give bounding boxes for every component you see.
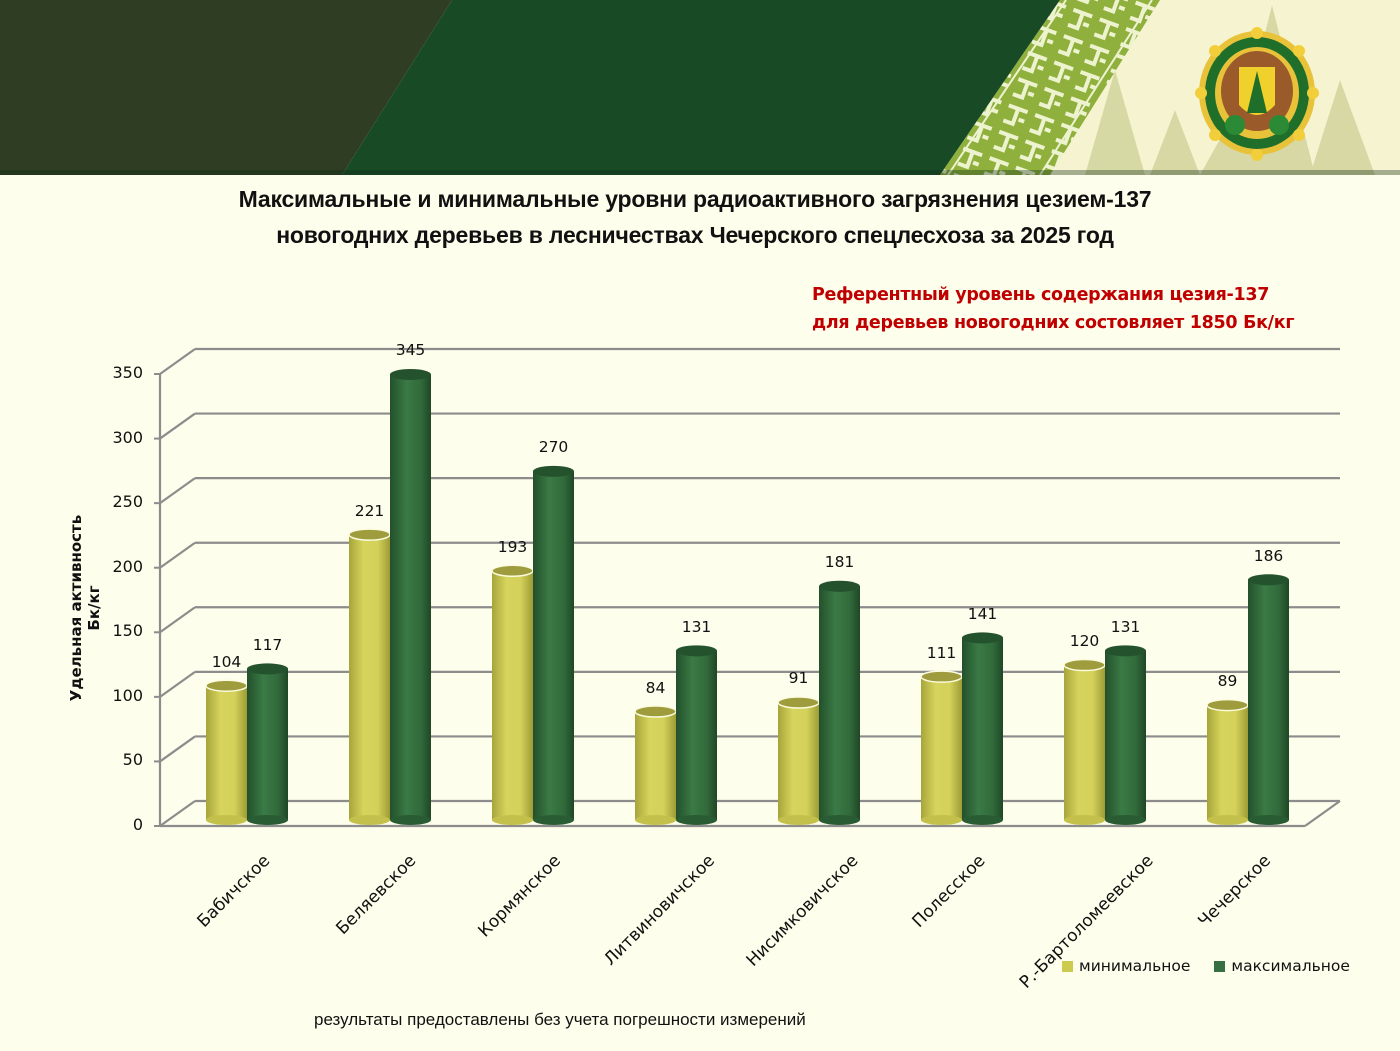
legend-label-max: максимальное bbox=[1231, 957, 1350, 975]
data-label: 120 bbox=[1069, 632, 1100, 651]
data-label: 131 bbox=[1110, 617, 1141, 636]
bar-max bbox=[533, 465, 574, 825]
bar-max bbox=[390, 368, 431, 825]
data-label: 345 bbox=[395, 341, 426, 360]
data-label: 89 bbox=[1217, 672, 1238, 691]
reference-note-line2: для деревьев новогодних состовляет 1850 … bbox=[812, 313, 1295, 333]
y-tick-label: 350 bbox=[112, 363, 143, 382]
data-label: 193 bbox=[497, 537, 528, 556]
bar-min bbox=[920, 670, 963, 825]
chart-title-line2: новогодних деревьев в лесничествах Чечер… bbox=[276, 222, 1114, 248]
y-tick-label: 300 bbox=[112, 427, 143, 447]
header-banner bbox=[0, 0, 1400, 175]
bar-min bbox=[1206, 698, 1249, 825]
forestry-emblem-icon bbox=[1195, 27, 1319, 161]
data-label: 131 bbox=[681, 617, 712, 636]
bar-max bbox=[1105, 645, 1146, 825]
bar-min bbox=[491, 564, 534, 825]
bar-min bbox=[348, 528, 391, 825]
data-label: 117 bbox=[252, 635, 283, 654]
legend-swatch-max bbox=[1214, 960, 1226, 972]
chart-title-line1: Максимальные и минимальные уровни радиоа… bbox=[238, 186, 1152, 212]
data-label: 141 bbox=[967, 604, 998, 623]
data-label: 270 bbox=[538, 438, 569, 457]
data-label: 104 bbox=[211, 652, 242, 671]
bar-max bbox=[247, 663, 288, 825]
bar-min bbox=[1063, 658, 1106, 825]
bar-max bbox=[962, 632, 1003, 825]
bar-min bbox=[777, 696, 820, 825]
data-label: 111 bbox=[926, 643, 957, 662]
data-label: 186 bbox=[1253, 546, 1284, 565]
legend-swatch-min bbox=[1062, 960, 1073, 972]
y-tick-label: 200 bbox=[112, 556, 143, 576]
y-tick-label: 250 bbox=[112, 492, 143, 512]
bar-max bbox=[676, 645, 717, 825]
data-label: 221 bbox=[354, 501, 385, 520]
bar-min bbox=[205, 679, 248, 825]
y-tick-label: 100 bbox=[112, 685, 143, 705]
footnote: результаты предоставлены без учета погре… bbox=[314, 1010, 806, 1029]
legend-label-min: минимальное bbox=[1079, 957, 1191, 975]
y-axis-label: Удельная активность Бк/кг bbox=[67, 514, 103, 702]
reference-note-line1: Референтный уровень содержания цезия-137 bbox=[812, 285, 1270, 305]
legend-item-min: минимальное bbox=[1062, 957, 1190, 975]
legend-item-max: максимальное bbox=[1214, 957, 1350, 975]
data-label: 91 bbox=[788, 669, 809, 688]
bar-min bbox=[634, 705, 677, 825]
data-label: 181 bbox=[824, 553, 855, 572]
chart-legend: минимальное максимальное bbox=[1062, 957, 1374, 975]
y-tick-label: 50 bbox=[122, 750, 143, 770]
bar-max bbox=[819, 580, 860, 825]
data-label: 84 bbox=[645, 678, 666, 697]
y-tick-label: 0 bbox=[132, 815, 143, 834]
y-tick-label: 150 bbox=[112, 621, 143, 641]
bar-max bbox=[1248, 574, 1289, 825]
